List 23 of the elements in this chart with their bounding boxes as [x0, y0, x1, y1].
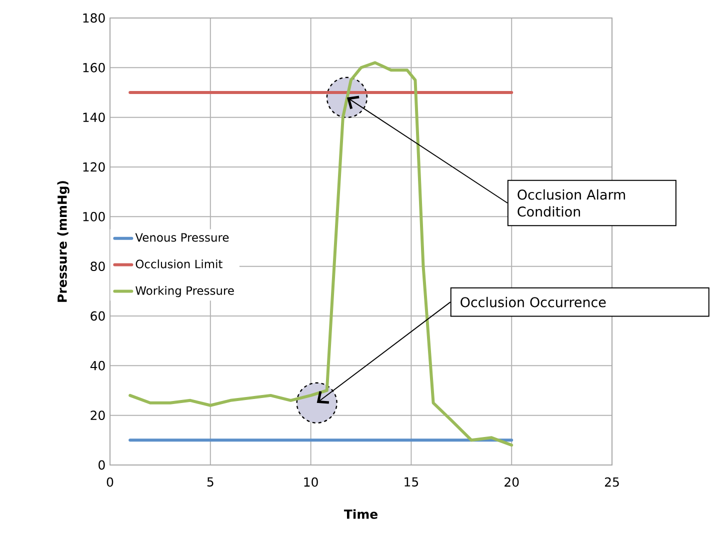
y-tick-label: 20	[90, 410, 105, 420]
legend-label: Venous Pressure	[135, 233, 229, 242]
y-tick-label: 0	[98, 460, 105, 470]
x-tick-label: 0	[106, 477, 114, 487]
legend-label: Working Pressure	[136, 286, 234, 298]
x-tick-label: 20	[504, 477, 519, 487]
y-tick-label: 100	[83, 212, 105, 222]
legend-label: Occlusion Limit	[136, 259, 222, 268]
x-tick-label: 10	[304, 477, 318, 487]
annotation: Occlusion Occurrence	[460, 296, 606, 308]
x-tick-label: 15	[404, 477, 418, 487]
y-tick-label: 120	[83, 162, 105, 172]
y-axis-title: Pressure (mmHg)	[57, 181, 70, 302]
x-axis-title: Time	[344, 509, 378, 519]
y-tick-label: 140	[83, 112, 105, 122]
y-tick-label: 160	[83, 62, 105, 72]
x-tick-label: 5	[207, 477, 214, 487]
y-tick-label: 60	[90, 311, 105, 321]
x-tick-label: 25	[604, 477, 619, 487]
annotation: Occlusion Alarm Condition	[518, 189, 626, 217]
y-tick-label: 80	[90, 262, 105, 272]
y-tick-label: 40	[90, 360, 105, 370]
y-tick-label: 180	[83, 13, 105, 23]
